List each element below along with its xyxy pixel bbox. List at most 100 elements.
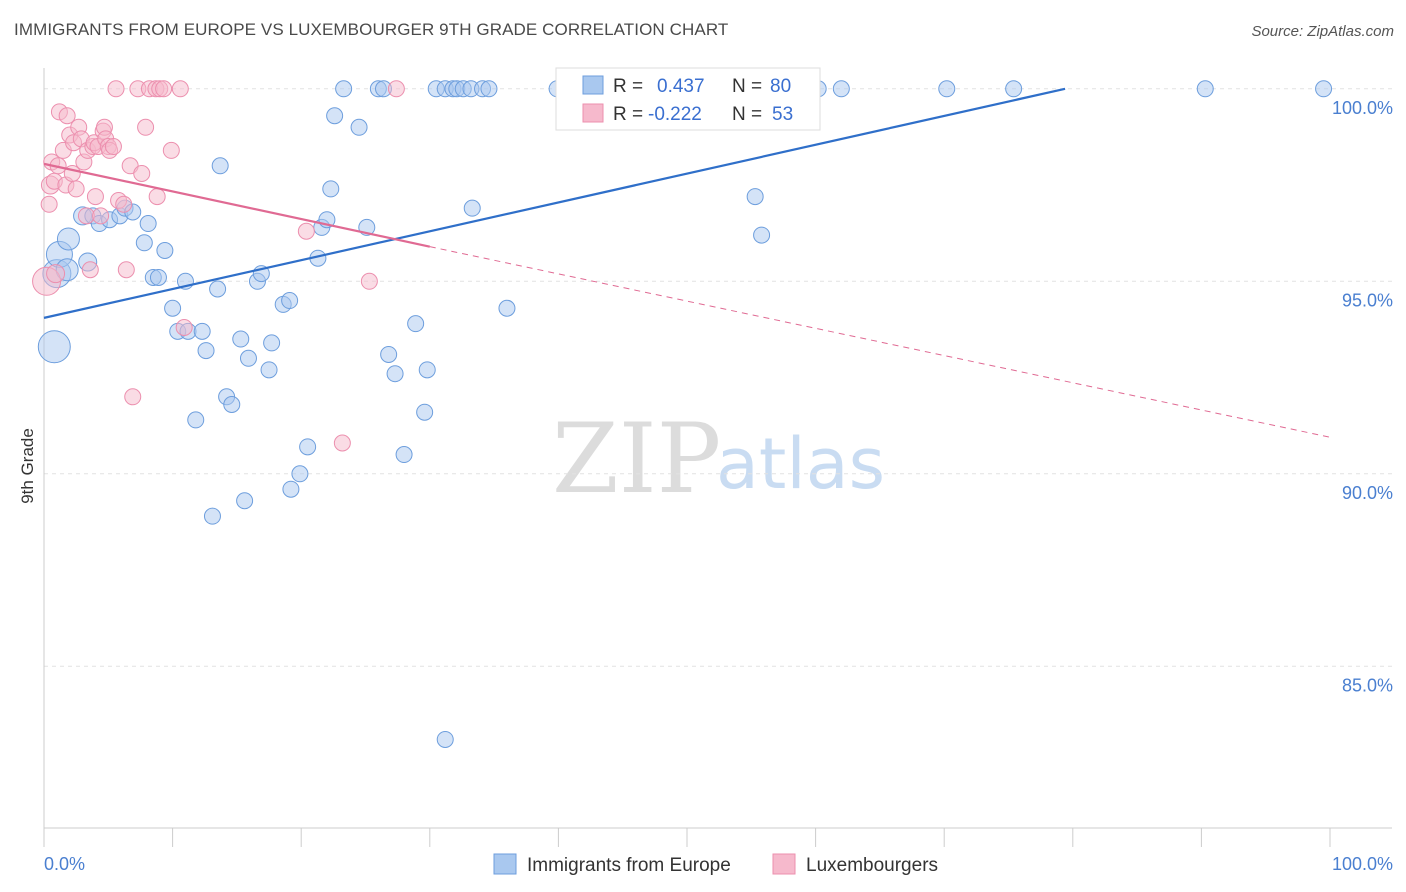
point-luxembourgers-32 xyxy=(107,80,125,98)
point-luxembourgers-46 xyxy=(162,141,180,159)
y-axis-label: 9th Grade xyxy=(18,428,37,504)
legend-swatch-immigrants-from-europe xyxy=(493,853,517,875)
x-tick-label-0: 0.0% xyxy=(44,854,85,874)
point-immigrants-from-europe-72 xyxy=(753,226,771,244)
y-tick-label-0: 100.0% xyxy=(1332,98,1393,118)
point-immigrants-from-europe-40 xyxy=(291,465,309,483)
stats-blue-swatch xyxy=(582,75,604,95)
point-immigrants-from-europe-26 xyxy=(209,280,227,298)
legend-label-luxembourgers: Luxembourgers xyxy=(806,855,938,876)
point-luxembourgers-10 xyxy=(58,107,76,125)
point-immigrants-from-europe-32 xyxy=(239,349,257,367)
point-immigrants-from-europe-17 xyxy=(156,242,174,259)
y-tick-label-2: 90.0% xyxy=(1342,483,1393,503)
point-immigrants-from-europe-36 xyxy=(263,334,281,352)
point-immigrants-from-europe-65 xyxy=(480,80,498,98)
point-immigrants-from-europe-48 xyxy=(350,118,368,136)
y-tick-labels: 100.0% 95.0% 90.0% 85.0% xyxy=(1332,98,1393,695)
point-immigrants-from-europe-39 xyxy=(282,480,300,498)
point-immigrants-from-europe-67 xyxy=(463,199,481,217)
stats-blue-n-label: N = xyxy=(732,76,762,97)
stats-pink-r-value: -0.222 xyxy=(648,104,702,125)
axes xyxy=(43,68,1392,847)
legend: Immigrants from Europe Luxembourgers xyxy=(493,853,938,876)
point-immigrants-from-europe-38 xyxy=(281,292,299,310)
point-immigrants-from-europe-71 xyxy=(746,188,764,206)
point-luxembourgers-43 xyxy=(148,188,166,206)
point-luxembourgers-52 xyxy=(387,80,405,98)
trend-lines xyxy=(43,87,1331,438)
gridlines xyxy=(44,88,1392,667)
point-immigrants-from-europe-52 xyxy=(380,345,398,363)
point-luxembourgers-5 xyxy=(46,264,66,284)
legend-label-immigrants-from-europe: Immigrants from Europe xyxy=(527,855,731,876)
point-luxembourgers-51 xyxy=(360,272,378,290)
point-immigrants-from-europe-27 xyxy=(211,157,229,175)
point-luxembourgers-48 xyxy=(175,319,193,336)
series-luxembourgers-points xyxy=(32,80,405,452)
point-immigrants-from-europe-53 xyxy=(386,365,404,383)
point-immigrants-from-europe-77 xyxy=(1005,80,1023,98)
point-immigrants-from-europe-22 xyxy=(187,411,205,429)
trend-line-luxembourgers xyxy=(43,162,431,248)
point-luxembourgers-23 xyxy=(86,188,104,206)
watermark-atlas: atlas xyxy=(716,423,885,505)
point-luxembourgers-35 xyxy=(117,261,135,279)
point-luxembourgers-25 xyxy=(92,207,110,225)
stats-pink-n-label: N = xyxy=(732,104,762,125)
stats-box: R = 0.437 N = 80 R = -0.222 N = 53 xyxy=(555,67,821,131)
point-immigrants-from-europe-66 xyxy=(436,730,454,748)
point-immigrants-from-europe-68 xyxy=(498,299,516,317)
point-luxembourgers-45 xyxy=(155,80,173,98)
point-luxembourgers-50 xyxy=(333,434,351,452)
stats-blue-r-label: R = xyxy=(613,76,643,97)
point-immigrants-from-europe-4 xyxy=(56,227,80,251)
point-immigrants-from-europe-24 xyxy=(197,342,215,360)
point-immigrants-from-europe-57 xyxy=(418,361,436,379)
point-immigrants-from-europe-13 xyxy=(135,234,153,252)
point-immigrants-from-europe-54 xyxy=(395,446,413,464)
y-tick-label-1: 95.0% xyxy=(1342,290,1393,310)
point-immigrants-from-europe-16 xyxy=(149,268,167,286)
point-immigrants-from-europe-75 xyxy=(832,80,850,98)
watermark-zip: ZIP xyxy=(552,403,721,515)
point-luxembourgers-20 xyxy=(81,261,99,279)
point-immigrants-from-europe-56 xyxy=(416,403,434,421)
stats-blue-r-value: 0.437 xyxy=(657,76,705,97)
point-immigrants-from-europe-45 xyxy=(322,180,340,198)
point-immigrants-from-europe-25 xyxy=(203,507,221,525)
point-immigrants-from-europe-0 xyxy=(37,330,71,364)
x-tick-label-1: 100.0% xyxy=(1332,854,1393,874)
watermark: ZIP atlas xyxy=(552,403,885,515)
point-immigrants-from-europe-76 xyxy=(938,80,956,98)
point-immigrants-from-europe-31 xyxy=(236,492,254,510)
stats-pink-n-value: 53 xyxy=(772,104,793,125)
legend-swatch-luxembourgers xyxy=(772,853,796,875)
x-tick-labels: 0.0% 100.0% xyxy=(44,854,1393,874)
point-luxembourgers-14 xyxy=(67,180,85,198)
point-immigrants-from-europe-78 xyxy=(1196,80,1214,98)
point-immigrants-from-europe-55 xyxy=(407,315,425,333)
point-immigrants-from-europe-46 xyxy=(326,107,344,125)
stats-blue-n-value: 80 xyxy=(770,76,791,97)
y-tick-label-3: 85.0% xyxy=(1342,675,1393,695)
point-immigrants-from-europe-29 xyxy=(223,396,241,413)
point-immigrants-from-europe-23 xyxy=(193,322,211,340)
stats-pink-r-label: R = xyxy=(613,104,643,125)
point-luxembourgers-18 xyxy=(77,207,95,225)
point-luxembourgers-49 xyxy=(297,222,315,240)
point-immigrants-from-europe-18 xyxy=(164,299,182,317)
point-immigrants-from-europe-47 xyxy=(335,80,353,98)
point-luxembourgers-47 xyxy=(171,80,189,98)
chart-source: Source: ZipAtlas.com xyxy=(1251,23,1394,40)
trend-line-immigrants-from-europe xyxy=(43,87,1066,319)
point-luxembourgers-31 xyxy=(104,138,122,156)
stats-pink-swatch xyxy=(582,103,604,123)
point-immigrants-from-europe-14 xyxy=(139,215,157,233)
chart-title: IMMIGRANTS FROM EUROPE VS LUXEMBOURGER 9… xyxy=(14,20,729,39)
point-luxembourgers-1 xyxy=(40,195,58,213)
point-immigrants-from-europe-41 xyxy=(299,438,317,456)
point-immigrants-from-europe-30 xyxy=(232,330,250,348)
point-luxembourgers-39 xyxy=(133,165,151,182)
